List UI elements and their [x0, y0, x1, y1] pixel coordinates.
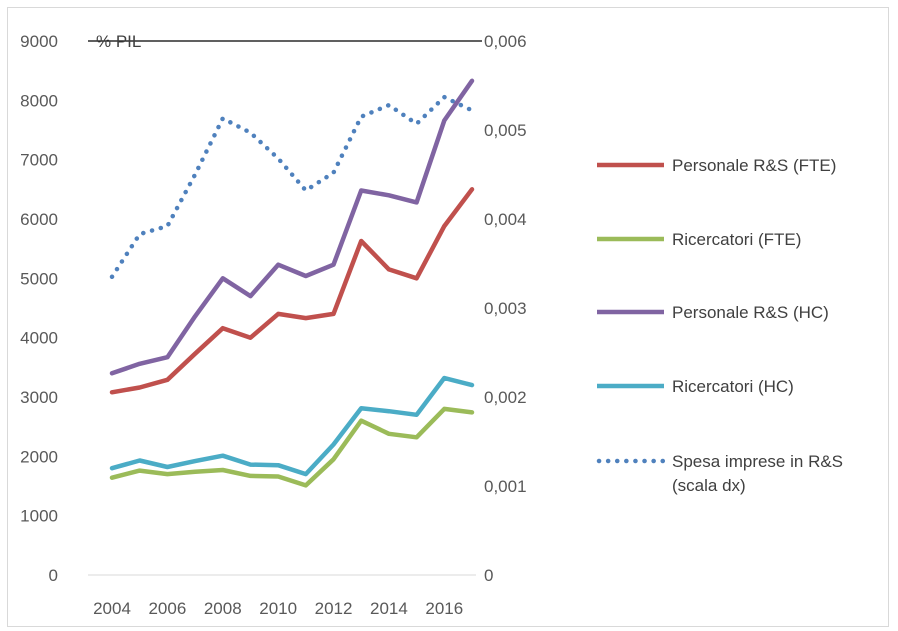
series-line-ricercatori-hc [109, 375, 475, 477]
x-tick-label: 2012 [315, 599, 353, 618]
left-tick-label: 6000 [20, 210, 58, 229]
right-axis-label: % PIL [96, 32, 141, 51]
left-axis-ticks: 0 1000 2000 3000 4000 5000 6000 7000 8000 9000 [20, 32, 58, 585]
legend-label: Ricercatori (HC) [672, 377, 794, 396]
chart-frame [7, 7, 889, 627]
x-tick-label: 2014 [370, 599, 408, 618]
series-layer [109, 78, 475, 488]
legend-label: Personale R&S (HC) [672, 303, 829, 322]
x-tick-label: 2008 [204, 599, 242, 618]
series-line-personale-r-s-fte [109, 187, 475, 395]
series-line-ricercatori-fte [109, 406, 475, 488]
x-tick-label: 2004 [93, 599, 131, 618]
left-tick-label: 4000 [20, 329, 58, 348]
right-tick-label: 0,005 [484, 121, 527, 140]
legend: Personale R&S (FTE) Ricercatori (FTE) Pers… [596, 156, 843, 495]
right-tick-label: 0,001 [484, 477, 527, 496]
legend-label: Spesa imprese in R&S [672, 452, 843, 471]
left-tick-label: 0 [49, 566, 58, 585]
right-tick-label: 0,003 [484, 299, 527, 318]
right-tick-label: 0,002 [484, 388, 527, 407]
x-tick-label: 2006 [148, 599, 186, 618]
left-tick-label: 5000 [20, 269, 58, 288]
right-tick-label: 0,006 [484, 32, 527, 51]
right-tick-label: 0 [484, 566, 493, 585]
x-tick-label: 2016 [425, 599, 463, 618]
legend-label: (scala dx) [672, 476, 746, 495]
right-axis-ticks: 0 0,001 0,002 0,003 0,004 0,005 0,006 [484, 32, 527, 585]
right-tick-label: 0,004 [484, 210, 527, 229]
left-tick-label: 3000 [20, 388, 58, 407]
legend-label: Personale R&S (FTE) [672, 156, 836, 175]
legend-label: Ricercatori (FTE) [672, 230, 801, 249]
left-tick-label: 9000 [20, 32, 58, 51]
left-tick-label: 7000 [20, 151, 58, 170]
x-axis-ticks: 2004 2006 2008 2010 2012 2014 2016 [93, 599, 463, 618]
left-tick-label: 8000 [20, 91, 58, 110]
series-line-spesa-impresa-in-r-s-scala-dx [109, 94, 475, 280]
left-tick-label: 2000 [20, 447, 58, 466]
x-tick-label: 2010 [259, 599, 297, 618]
series-line-personale-r-s-hc [109, 78, 475, 376]
left-tick-label: 1000 [20, 507, 58, 526]
